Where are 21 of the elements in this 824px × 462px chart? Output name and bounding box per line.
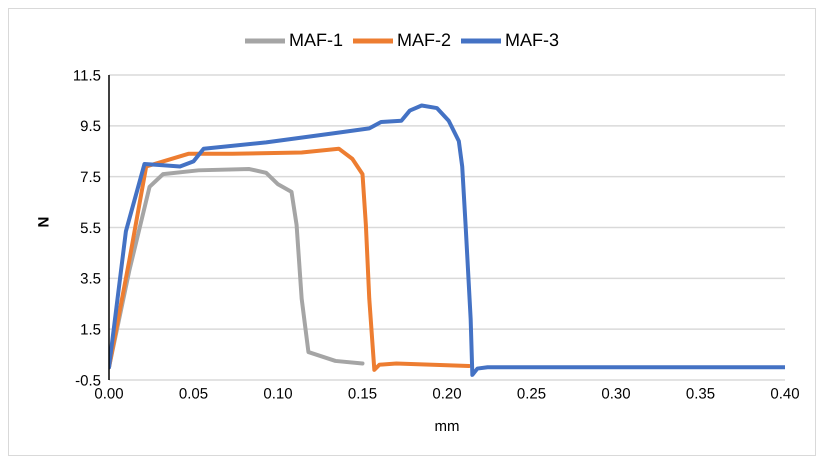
legend-label: MAF-2 xyxy=(397,30,451,50)
x-tick-label: 0.30 xyxy=(601,386,631,403)
x-tick-label: 0.40 xyxy=(770,386,800,403)
legend-label: MAF-3 xyxy=(505,30,559,50)
y-axis-title: N xyxy=(35,216,52,228)
legend-label: MAF-1 xyxy=(289,30,343,50)
line-series xyxy=(109,146,471,372)
x-tick-label: 0.25 xyxy=(516,386,546,403)
x-tick-label: 0.35 xyxy=(686,386,716,403)
x-axis-title: mm xyxy=(434,418,460,435)
y-tick-label: 7.5 xyxy=(80,168,101,186)
y-tick-label: 3.5 xyxy=(80,270,101,288)
x-tick-label: 0.15 xyxy=(348,386,378,403)
y-tick-label: 9.5 xyxy=(80,118,101,136)
y-tick-label: 1.5 xyxy=(80,321,101,338)
x-tick-label: 0.05 xyxy=(178,386,208,403)
line-series xyxy=(109,104,785,377)
x-tick-label: 0.20 xyxy=(432,386,462,403)
x-tick-label: 0.10 xyxy=(263,386,293,403)
y-tick-label: 11.5 xyxy=(72,67,101,84)
y-tick-label: 5.5 xyxy=(80,220,101,237)
